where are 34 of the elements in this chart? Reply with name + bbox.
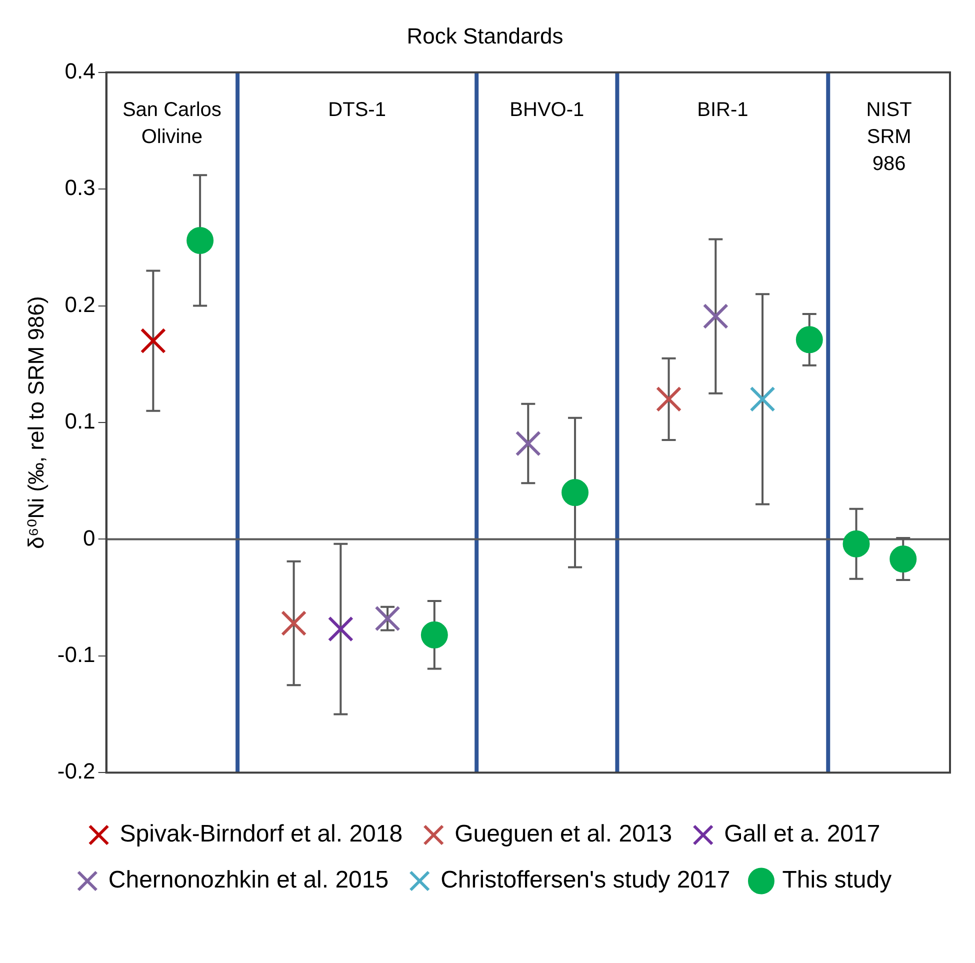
- point: [515, 430, 541, 456]
- annotation: NIST SRM 986: [866, 98, 912, 175]
- point: [374, 606, 400, 632]
- annotation: BIR-1: [697, 98, 748, 121]
- y-tick-label: 0.3: [64, 175, 96, 200]
- legend-label: Gueguen et al. 2013: [454, 820, 672, 848]
- legend-label: Christoffersen's study 2017: [440, 866, 730, 894]
- y-tick-label: 0.1: [64, 408, 96, 434]
- legend-label: Chernonozhkin et al. 2015: [108, 866, 389, 894]
- point: [280, 610, 307, 636]
- y-tick-label: 0.4: [64, 58, 96, 84]
- point: [842, 530, 870, 558]
- legend-label: Gall et a. 2017: [724, 820, 880, 848]
- y-tick-label: 0.2: [64, 292, 96, 317]
- annotation: San Carlos Olivine: [122, 98, 222, 148]
- annotation: DTS-1: [328, 98, 386, 121]
- point: [420, 621, 448, 648]
- legend-label: Spivak-Birndorf et al. 2018: [120, 820, 403, 848]
- point: [562, 479, 589, 506]
- y-tick-label: -0.2: [57, 758, 96, 784]
- point: [796, 326, 823, 354]
- point: [890, 546, 917, 573]
- y-axis-title: δ⁶⁰Ni (‰, rel to SRM 986): [23, 296, 48, 549]
- y-tick-label: 0: [83, 525, 96, 550]
- point: [140, 328, 166, 354]
- point: [328, 616, 354, 642]
- chart-title: Rock Standards: [406, 23, 564, 48]
- point: [750, 386, 776, 412]
- legend-label: This study: [782, 866, 892, 894]
- annotation: BHVO-1: [510, 98, 584, 121]
- point: [186, 226, 214, 254]
- y-tick-label: -0.1: [57, 642, 96, 667]
- point: [702, 303, 728, 330]
- point: [656, 386, 682, 412]
